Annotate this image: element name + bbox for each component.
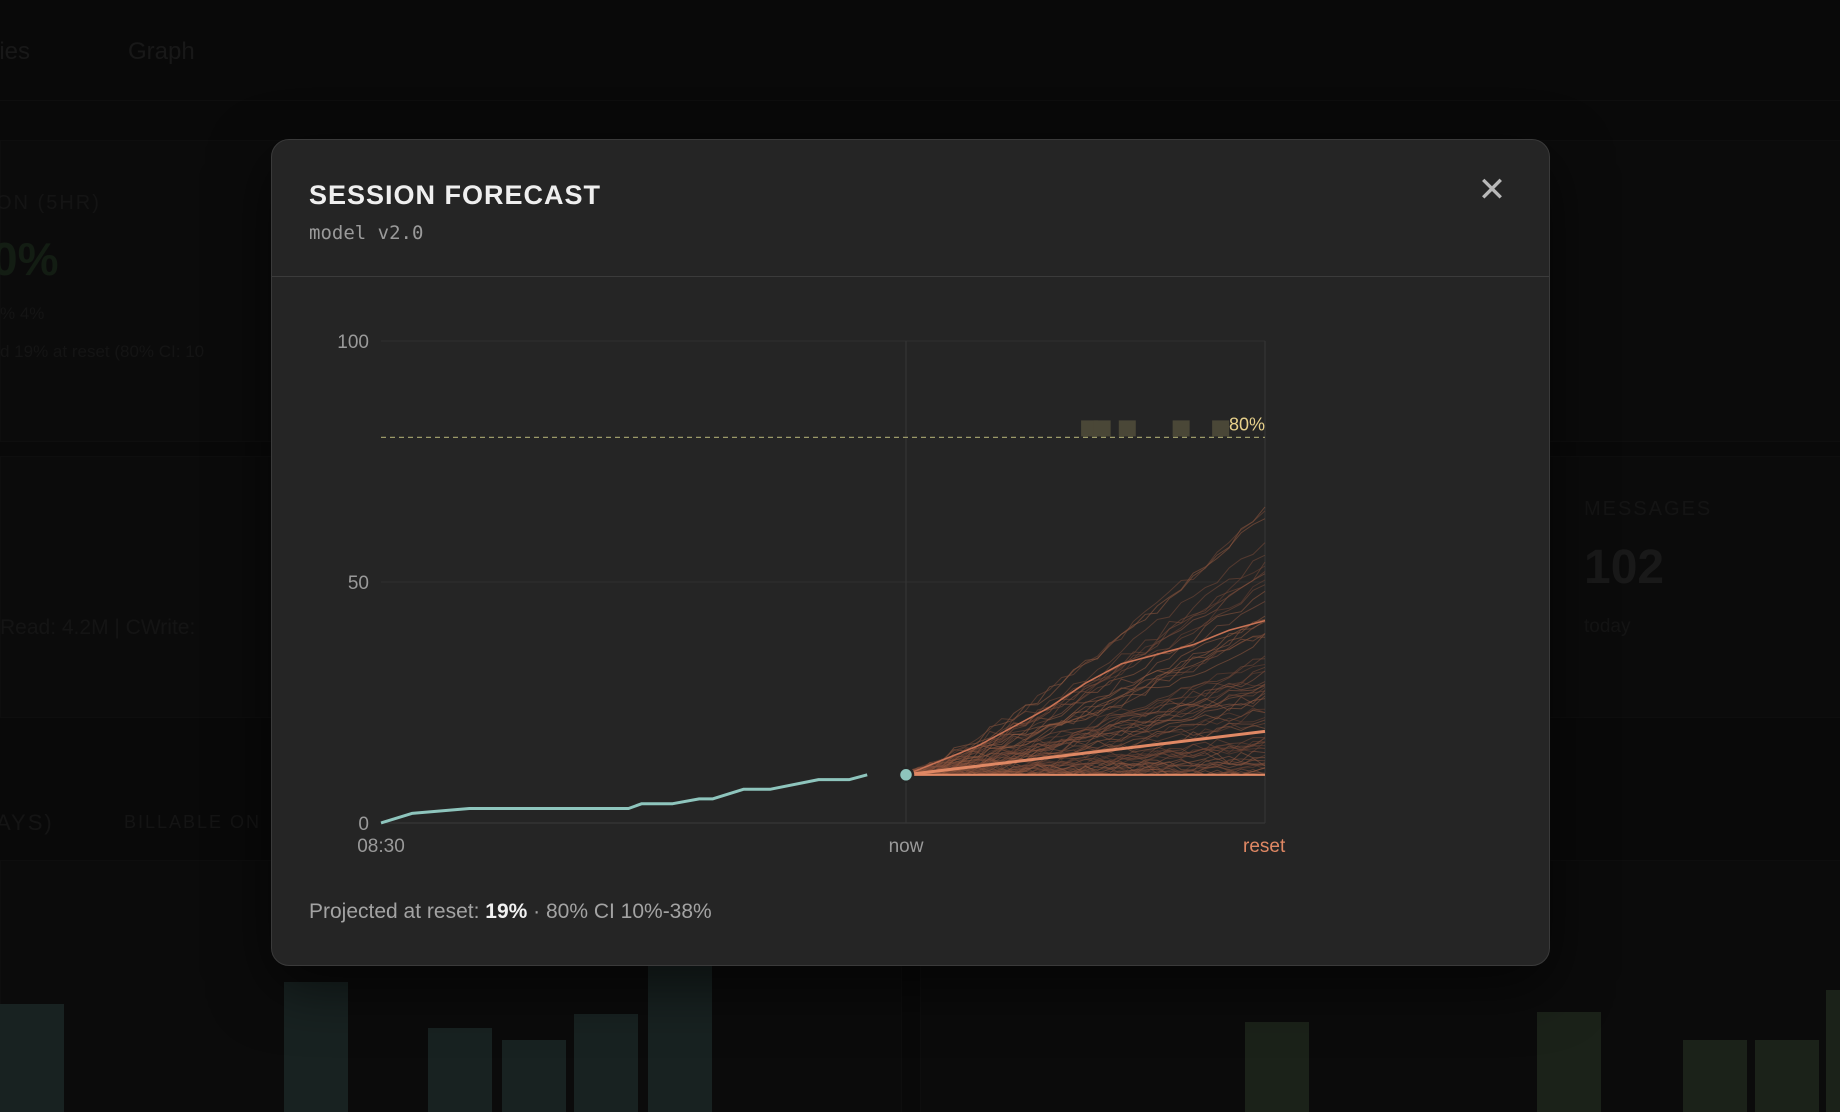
background-tab-series: aries [0,38,31,65]
threshold-hit-marker [1093,420,1111,437]
close-icon: ✕ [1477,171,1507,209]
background-messages-sub: today [1584,616,1631,637]
threshold-hit-marker [1172,420,1190,437]
background-tab-graph: Graph [128,38,195,65]
forecast-sample-path [905,621,1266,776]
forecast-sample-path [906,690,1266,776]
background-bar [648,962,712,1112]
forecast-fan [905,506,1266,776]
forecast-sample-path [905,510,1266,776]
y-tick-label: 50 [348,573,369,594]
background-bar [0,1004,64,1112]
background-bar [1755,1040,1819,1112]
background-billable-label: BILLABLE ON [124,812,262,832]
forecast-sample-path [905,518,1266,776]
projection-value: 19% [485,900,528,923]
projection-summary: Projected at reset: 19% · 80% CI 10%-38% [309,900,712,924]
chart-series [380,619,1266,825]
forecast-sample-path [905,666,1266,776]
y-tick-label: 0 [358,814,369,835]
forecast-sample-path [905,579,1266,774]
background-nav: aries Graph [0,0,1840,101]
history-line [380,773,868,825]
background-bar [1826,990,1840,1112]
forecast-sample-path [905,615,1266,774]
background-card-sub: % 4% [0,304,45,323]
chart-labels: 0 50 100 80% 08:30 now reset [337,332,1286,857]
background-read-text: Read: 4.2M | CWrite: [0,616,196,639]
x-tick-label: 08:30 [357,836,405,857]
forecast-sample-path [905,658,1266,776]
threshold-hit-marker [1118,420,1136,437]
background-messages-label: MESSAGES [1584,498,1713,520]
threshold-hit-marker [1212,420,1230,437]
background-bar [1683,1040,1747,1112]
threshold-label: 80% [1229,414,1265,434]
projection-prefix: Projected at reset: [309,900,486,923]
projection-ci: · 80% CI 10%-38% [527,900,712,923]
background-messages-value: 102 [1584,541,1665,594]
background-bar [428,1028,492,1112]
forecast-sample-path [905,618,1266,774]
forecast-sample-path [905,590,1266,776]
background-bar [502,1040,566,1112]
session-forecast-dialog: SESSION FORECAST model v2.0 ✕ 0 50 100 80% 0… [271,139,1550,966]
background-card-note: d 19% at reset (80% CI: 10 [0,342,205,361]
forecast-sample-path [905,695,1266,776]
background-bar [1537,1012,1601,1112]
forecast-sample-path [905,565,1266,774]
forecast-median-line [905,729,1266,777]
chart-grid [381,340,1266,824]
background-bar [574,1014,638,1112]
forecast-sample-path [905,584,1266,776]
forecast-chart: 0 50 100 80% 08:30 now reset [337,332,1286,857]
forecast-sample-path [905,554,1266,776]
x-tick-label: now [889,836,924,857]
dialog-title: SESSION FORECAST [309,180,602,210]
now-point [897,766,915,784]
forecast-upper-path [905,619,1266,776]
dialog-header: SESSION FORECAST model v2.0 ✕ [272,140,1549,277]
background-card-value: 0% [0,233,59,285]
x-tick-label: reset [1243,836,1286,857]
y-tick-label: 100 [337,332,369,353]
close-button[interactable]: ✕ [1472,170,1512,210]
background-days-label: AYS) [0,810,54,835]
background-bar [284,982,348,1112]
background-card-label: ON (5HR) [0,192,101,214]
forecast-sample-path [905,561,1266,776]
model-version: model v2.0 [309,222,424,244]
background-bar [1245,1022,1309,1112]
